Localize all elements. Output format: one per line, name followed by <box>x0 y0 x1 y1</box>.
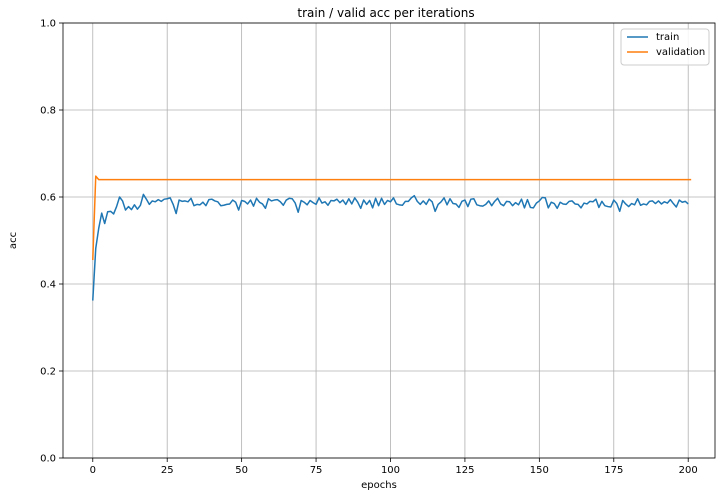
plot-background <box>63 23 715 458</box>
series-lines <box>92 175 692 301</box>
legend: train validation <box>620 28 710 66</box>
y-axis-label: acc <box>8 232 19 249</box>
x-tick-label: 200 <box>679 465 698 476</box>
plot-frame <box>62 22 716 459</box>
y-axis-ticks: 0.0 0.2 0.4 0.6 0.8 1.0 <box>40 19 63 465</box>
y-tick-label: 1.0 <box>40 19 56 30</box>
x-tick-label: 150 <box>530 465 549 476</box>
series-line-train <box>92 193 689 301</box>
chart-title: train / valid acc per iterations <box>297 6 474 20</box>
x-tick-label: 50 <box>235 465 248 476</box>
x-tick-label: 0 <box>90 465 96 476</box>
x-tick-label: 100 <box>381 465 400 476</box>
y-tick-label: 0.2 <box>40 367 56 378</box>
x-gridlines <box>92 23 689 458</box>
x-axis-ticks: 0 25 50 75 100 125 150 175 200 <box>90 458 698 476</box>
plot-area <box>62 22 716 459</box>
x-tick-label: 175 <box>604 465 623 476</box>
y-tick-label: 0.6 <box>40 193 56 204</box>
x-tick-label: 75 <box>310 465 323 476</box>
legend-label-validation: validation <box>656 47 705 58</box>
series-line-validation <box>92 175 692 261</box>
y-tick-label: 0.8 <box>40 106 56 117</box>
y-tick-label: 0.0 <box>40 454 56 465</box>
legend-label-train: train <box>656 32 679 43</box>
x-axis-label: epochs <box>361 480 397 491</box>
x-tick-label: 25 <box>161 465 174 476</box>
y-tick-label: 0.4 <box>40 280 56 291</box>
x-tick-label: 125 <box>455 465 474 476</box>
legend-box <box>620 28 710 66</box>
